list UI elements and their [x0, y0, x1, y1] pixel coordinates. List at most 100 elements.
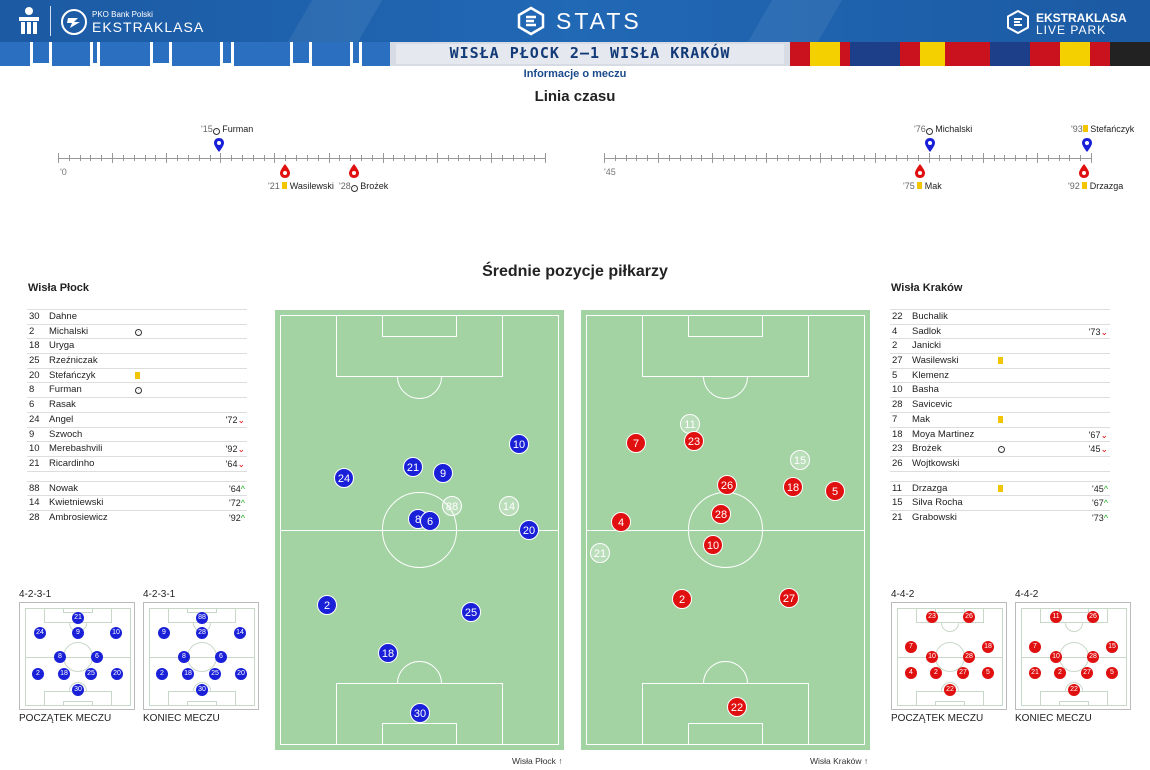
roster-row[interactable]: 10 Merebashvili '92⌄	[27, 441, 247, 456]
player-position-marker[interactable]: 2	[317, 595, 337, 615]
player-position-marker[interactable]: 15	[790, 450, 810, 470]
timeline-event[interactable]: '92 Drzazga	[1068, 181, 1123, 191]
timeline-event[interactable]: '75 Mak	[903, 181, 942, 191]
player-position-marker[interactable]: 10	[703, 535, 723, 555]
match-info-link[interactable]: Informacje o meczu	[523, 68, 627, 80]
player-position-marker[interactable]: 11	[680, 414, 700, 434]
roster-row[interactable]: 14 Kwietniewski '72^	[27, 495, 247, 510]
roster-row[interactable]: 21 Ricardinho '64⌄	[27, 455, 247, 471]
pko-logo-icon[interactable]	[16, 6, 42, 36]
roster-row[interactable]: 25 Rzeźniczak	[27, 353, 247, 368]
player-position-marker[interactable]: 28	[711, 504, 731, 524]
home-formation-end-diagram[interactable]: 88 9 28 14 8 6 2 18 25 20 30	[143, 602, 259, 710]
sub-minute: '45⌄	[1089, 442, 1108, 456]
formation-player-marker: 15	[1106, 641, 1118, 653]
roster-row[interactable]: 27 Wasilewski	[890, 353, 1110, 368]
player-position-marker[interactable]: 18	[783, 477, 803, 497]
roster-row[interactable]: 88 Nowak '64^	[27, 480, 247, 496]
event-minute: '76	[914, 124, 926, 134]
roster-row[interactable]: 11 Drzazga '45^	[890, 480, 1110, 496]
sub-minute-text: '92	[229, 512, 241, 523]
roster-row[interactable]: 28 Savicevic	[890, 397, 1110, 412]
player-position-marker[interactable]: 27	[779, 588, 799, 608]
player-position-marker[interactable]: 88	[442, 496, 462, 516]
timeline-event[interactable]: '21 Wasilewski	[268, 181, 334, 191]
timeline-event[interactable]: '76 · Michalski	[914, 124, 972, 135]
player-position-marker[interactable]: 2	[672, 589, 692, 609]
player-position-marker[interactable]: 25	[461, 602, 481, 622]
roster-row[interactable]: 18 Moya Martinez '67⌄	[890, 426, 1110, 442]
away-formation-end-diagram[interactable]: 11 26 7 10 28 15 21 2 27 5 22	[1015, 602, 1131, 710]
player-position-marker[interactable]: 26	[717, 475, 737, 495]
timeline-tick	[1058, 155, 1060, 161]
player-position-marker[interactable]: 14	[499, 496, 519, 516]
player-number: 21	[892, 511, 903, 523]
away-formation-start-diagram[interactable]: 23 26 7 10 28 18 4 2 27 5 22	[891, 602, 1007, 710]
roster-row[interactable]: 9 Szwoch	[27, 426, 247, 442]
goal-icon: ·	[998, 445, 1005, 454]
roster-row[interactable]: 7 Mak	[890, 411, 1110, 427]
roster-row[interactable]: 8 Furman ·	[27, 382, 247, 397]
roster-row[interactable]: 18 Uryga	[27, 338, 247, 353]
player-position-marker[interactable]: 10	[509, 434, 529, 454]
formation-player-marker: 10	[110, 627, 122, 639]
player-number: 4	[892, 325, 898, 337]
roster-row[interactable]: 2 Janicki	[890, 338, 1110, 353]
player-position-marker[interactable]: 5	[825, 481, 845, 501]
roster-row[interactable]: 22 Buchalik	[890, 309, 1110, 324]
timeline-event[interactable]: '28 · Brożek	[339, 181, 388, 192]
player-position-marker[interactable]: 7	[626, 433, 646, 453]
player-position-marker[interactable]: 23	[684, 431, 704, 451]
player-position-marker[interactable]: 21	[590, 543, 610, 563]
goal-icon: ·	[212, 128, 220, 135]
bank-name: PKO Bank Polski	[92, 10, 153, 19]
home-formation-start-diagram[interactable]: 21 24 9 10 8 6 2 18 25 20 30	[19, 602, 135, 710]
player-position-marker[interactable]: 4	[611, 512, 631, 532]
sub-minute: '92⌄	[226, 442, 245, 456]
timeline-tick	[755, 155, 757, 161]
roster-row[interactable]: 26 Wojtkowski	[890, 455, 1110, 471]
formation-player-marker: 22	[944, 684, 956, 696]
formation-player-marker: 8	[54, 651, 66, 663]
player-position-marker[interactable]: 20	[519, 520, 539, 540]
roster-row[interactable]: 24 Angel '72⌄	[27, 411, 247, 427]
roster-row[interactable]: 15 Silva Rocha '67^	[890, 495, 1110, 510]
timeline-tick	[939, 155, 941, 161]
roster-row[interactable]: 28 Ambrosiewicz '92^	[27, 509, 247, 525]
roster-gap	[27, 470, 247, 481]
roster-row[interactable]: 20 Stefańczyk	[27, 367, 247, 383]
roster-row[interactable]: 5 Klemenz	[890, 367, 1110, 383]
player-position-marker[interactable]: 30	[410, 703, 430, 723]
event-minute: '75	[903, 181, 915, 191]
roster-row[interactable]: 4 Sadlok '73⌄	[890, 323, 1110, 339]
timeline-event[interactable]: '15 · Furman	[201, 124, 253, 135]
formation-player-marker: 26	[963, 611, 975, 623]
formation-player-marker: 30	[196, 684, 208, 696]
roster-row[interactable]: 2 Michalski ·	[27, 323, 247, 339]
formation-player-marker: 7	[905, 641, 917, 653]
player-position-marker[interactable]: 6	[420, 511, 440, 531]
player-position-marker[interactable]: 9	[433, 463, 453, 483]
home-banner-art	[0, 42, 390, 66]
timeline-tick	[614, 155, 616, 161]
ekstraklasa-logo-icon[interactable]	[60, 8, 88, 36]
stats-logo-icon[interactable]	[516, 6, 546, 36]
roster-row[interactable]: 23 Brożek · '45⌄	[890, 441, 1110, 456]
sub-minute: '67⌄	[1089, 428, 1108, 442]
player-position-marker[interactable]: 22	[727, 697, 747, 717]
player-number: 11	[892, 482, 902, 494]
live-park-logo-icon[interactable]	[1006, 10, 1030, 34]
player-position-marker[interactable]: 24	[334, 468, 354, 488]
pitch-line	[186, 700, 218, 706]
roster-row[interactable]: 30 Dahne	[27, 309, 247, 324]
player-position-marker[interactable]: 21	[403, 457, 423, 477]
player-number: 18	[29, 340, 40, 352]
away-pitch-label: Wisła Kraków ↑	[810, 756, 868, 766]
timeline-tick	[1015, 155, 1017, 161]
player-number: 9	[29, 428, 35, 440]
roster-row[interactable]: 21 Grabowski '73^	[890, 509, 1110, 525]
roster-row[interactable]: 6 Rasak	[27, 397, 247, 412]
player-position-marker[interactable]: 18	[378, 643, 398, 663]
roster-row[interactable]: 10 Basha	[890, 382, 1110, 397]
timeline-event[interactable]: '93 Stefańczyk	[1071, 124, 1134, 134]
